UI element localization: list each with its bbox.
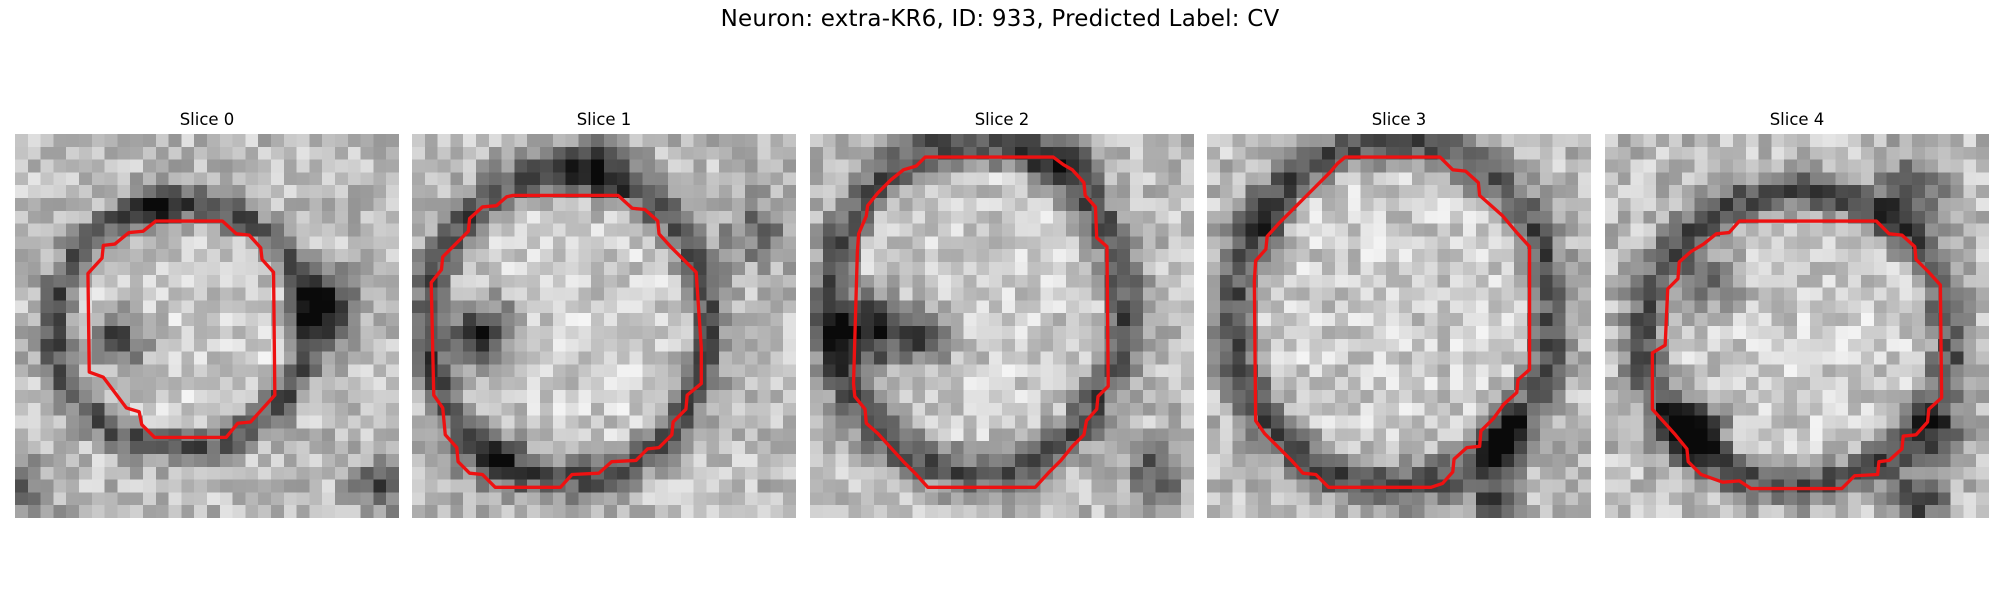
segmentation-contour-2	[851, 155, 1110, 489]
slice-panel-0: Slice 0	[15, 108, 399, 518]
segmentation-contour-3	[1252, 155, 1532, 489]
slice-panel-4: Slice 4	[1605, 108, 1989, 518]
slice-title-0: Slice 0	[179, 110, 235, 129]
slice-image-4	[1605, 134, 1989, 518]
segmentation-contour-1	[429, 193, 703, 489]
slice-title-1: Slice 1	[576, 110, 632, 129]
figure-title: Neuron: extra-KR6, ID: 933, Predicted La…	[720, 6, 1280, 32]
slice-image-2	[810, 134, 1194, 518]
segmentation-contour-0	[86, 219, 277, 440]
slice-panel-3: Slice 3	[1207, 108, 1591, 518]
slice-title-4: Slice 4	[1769, 110, 1825, 129]
slice-title-2: Slice 2	[974, 110, 1030, 129]
slice-title-3: Slice 3	[1371, 110, 1427, 129]
slice-image-0	[15, 134, 399, 518]
slice-image-1	[412, 134, 796, 518]
slice-panel-1: Slice 1	[412, 108, 796, 518]
slice-panel-2: Slice 2	[810, 108, 1194, 518]
slice-image-3	[1207, 134, 1591, 518]
segmentation-contour-4	[1650, 219, 1944, 491]
